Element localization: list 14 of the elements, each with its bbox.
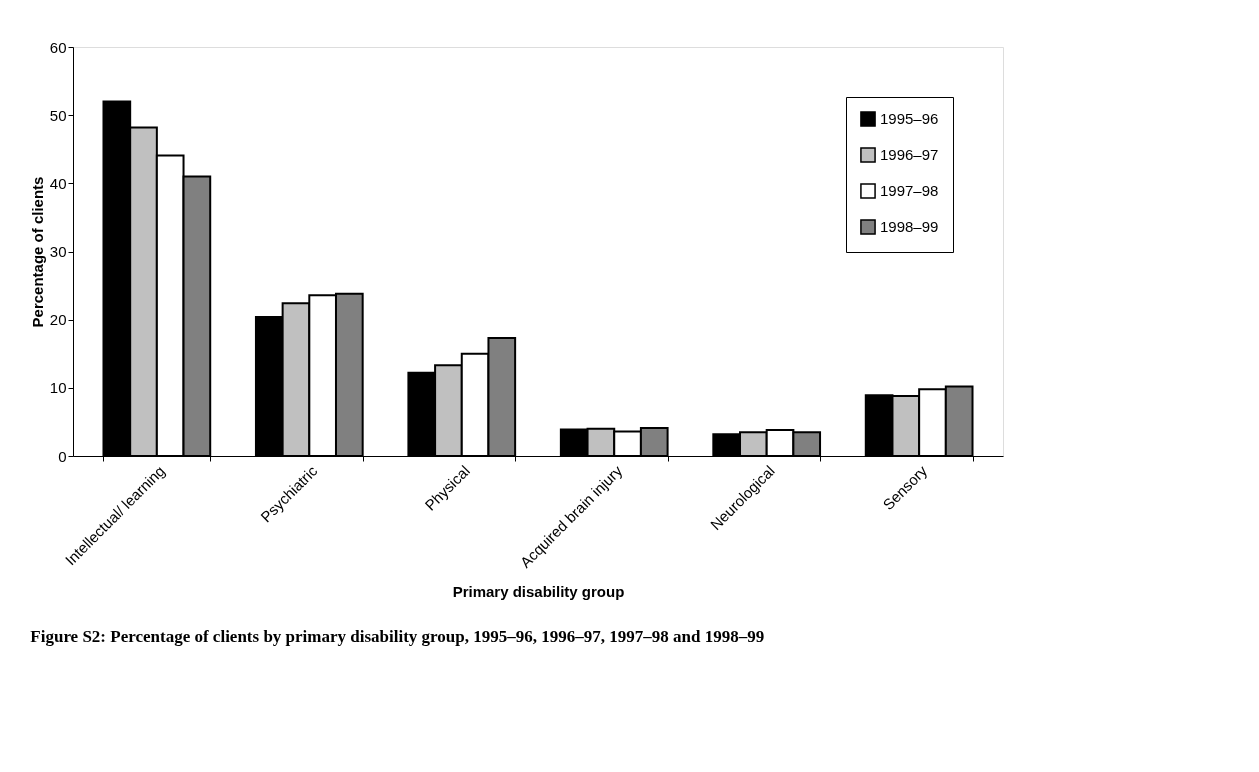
y-tick-label: 0 xyxy=(58,447,67,465)
y-tick-label: 60 xyxy=(49,38,67,56)
y-tick-label: 50 xyxy=(49,106,67,124)
y-tick-label: 20 xyxy=(49,311,67,329)
text: Figure S2: Percentage of clients by primary disability group, 1995–96, 1996–97, 1997–98 and 1998–99 xyxy=(30,627,765,647)
y-tick-label: 40 xyxy=(49,174,67,192)
legend-label: 1997–98 xyxy=(880,182,939,199)
x-axis-title: Primary disability group xyxy=(452,582,625,600)
y-tick-label: 30 xyxy=(49,243,67,260)
legend-label: 1998–99 xyxy=(880,218,939,235)
legend-label: 1996–97 xyxy=(880,146,939,163)
legend-label: 1995–96 xyxy=(880,110,939,127)
y-tick-label: 10 xyxy=(49,379,67,397)
y-axis-title: Percentage of clients xyxy=(28,176,46,328)
